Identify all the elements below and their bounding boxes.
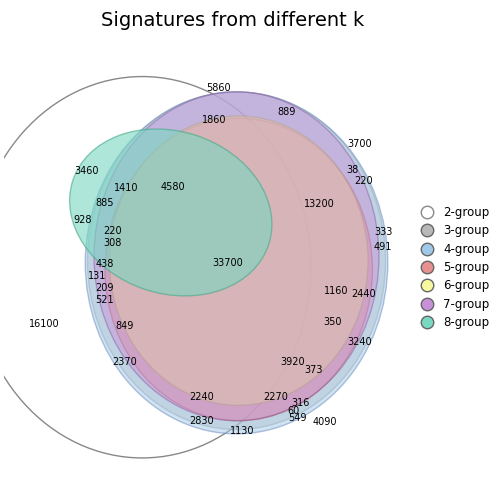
- Text: 350: 350: [324, 317, 342, 327]
- Ellipse shape: [94, 92, 379, 421]
- Text: 3460: 3460: [74, 166, 99, 176]
- Text: 38: 38: [347, 165, 359, 175]
- Text: 13200: 13200: [304, 199, 335, 209]
- Text: 3700: 3700: [347, 140, 371, 150]
- Text: 2270: 2270: [264, 392, 288, 402]
- Text: 889: 889: [278, 107, 296, 116]
- Text: 308: 308: [104, 238, 122, 248]
- Title: Signatures from different k: Signatures from different k: [100, 11, 364, 30]
- Text: 549: 549: [288, 413, 306, 423]
- Text: 33700: 33700: [212, 258, 243, 268]
- Text: 2440: 2440: [351, 289, 376, 298]
- Text: 885: 885: [96, 198, 114, 208]
- Legend: 2-group, 3-group, 4-group, 5-group, 6-group, 7-group, 8-group: 2-group, 3-group, 4-group, 5-group, 6-gr…: [411, 203, 493, 333]
- Text: 2370: 2370: [112, 356, 137, 366]
- Text: 209: 209: [96, 283, 114, 293]
- Text: 4580: 4580: [161, 182, 185, 192]
- Text: 4090: 4090: [313, 417, 337, 427]
- Ellipse shape: [85, 92, 388, 434]
- Ellipse shape: [88, 92, 386, 429]
- Text: 3920: 3920: [280, 356, 305, 366]
- Text: 60: 60: [287, 406, 300, 416]
- Text: 316: 316: [291, 398, 309, 408]
- Text: 220: 220: [104, 226, 122, 236]
- Ellipse shape: [109, 116, 368, 405]
- Text: 373: 373: [304, 365, 323, 375]
- Text: 1860: 1860: [202, 114, 227, 124]
- Text: 2830: 2830: [189, 416, 214, 426]
- Text: 5860: 5860: [207, 83, 231, 93]
- Ellipse shape: [70, 129, 272, 296]
- Text: 2240: 2240: [189, 392, 214, 402]
- Text: 438: 438: [96, 259, 114, 269]
- Text: 16100: 16100: [29, 319, 60, 329]
- Text: 333: 333: [374, 227, 393, 237]
- Text: 521: 521: [96, 295, 114, 305]
- Text: 1410: 1410: [114, 183, 138, 194]
- Text: 131: 131: [88, 271, 106, 281]
- Text: 491: 491: [373, 241, 392, 251]
- Text: 928: 928: [73, 215, 91, 225]
- Text: 1160: 1160: [324, 286, 349, 296]
- Ellipse shape: [105, 118, 372, 421]
- Text: 1130: 1130: [230, 426, 255, 436]
- Text: 220: 220: [354, 176, 373, 186]
- Text: 3240: 3240: [347, 337, 371, 347]
- Text: 849: 849: [115, 321, 134, 331]
